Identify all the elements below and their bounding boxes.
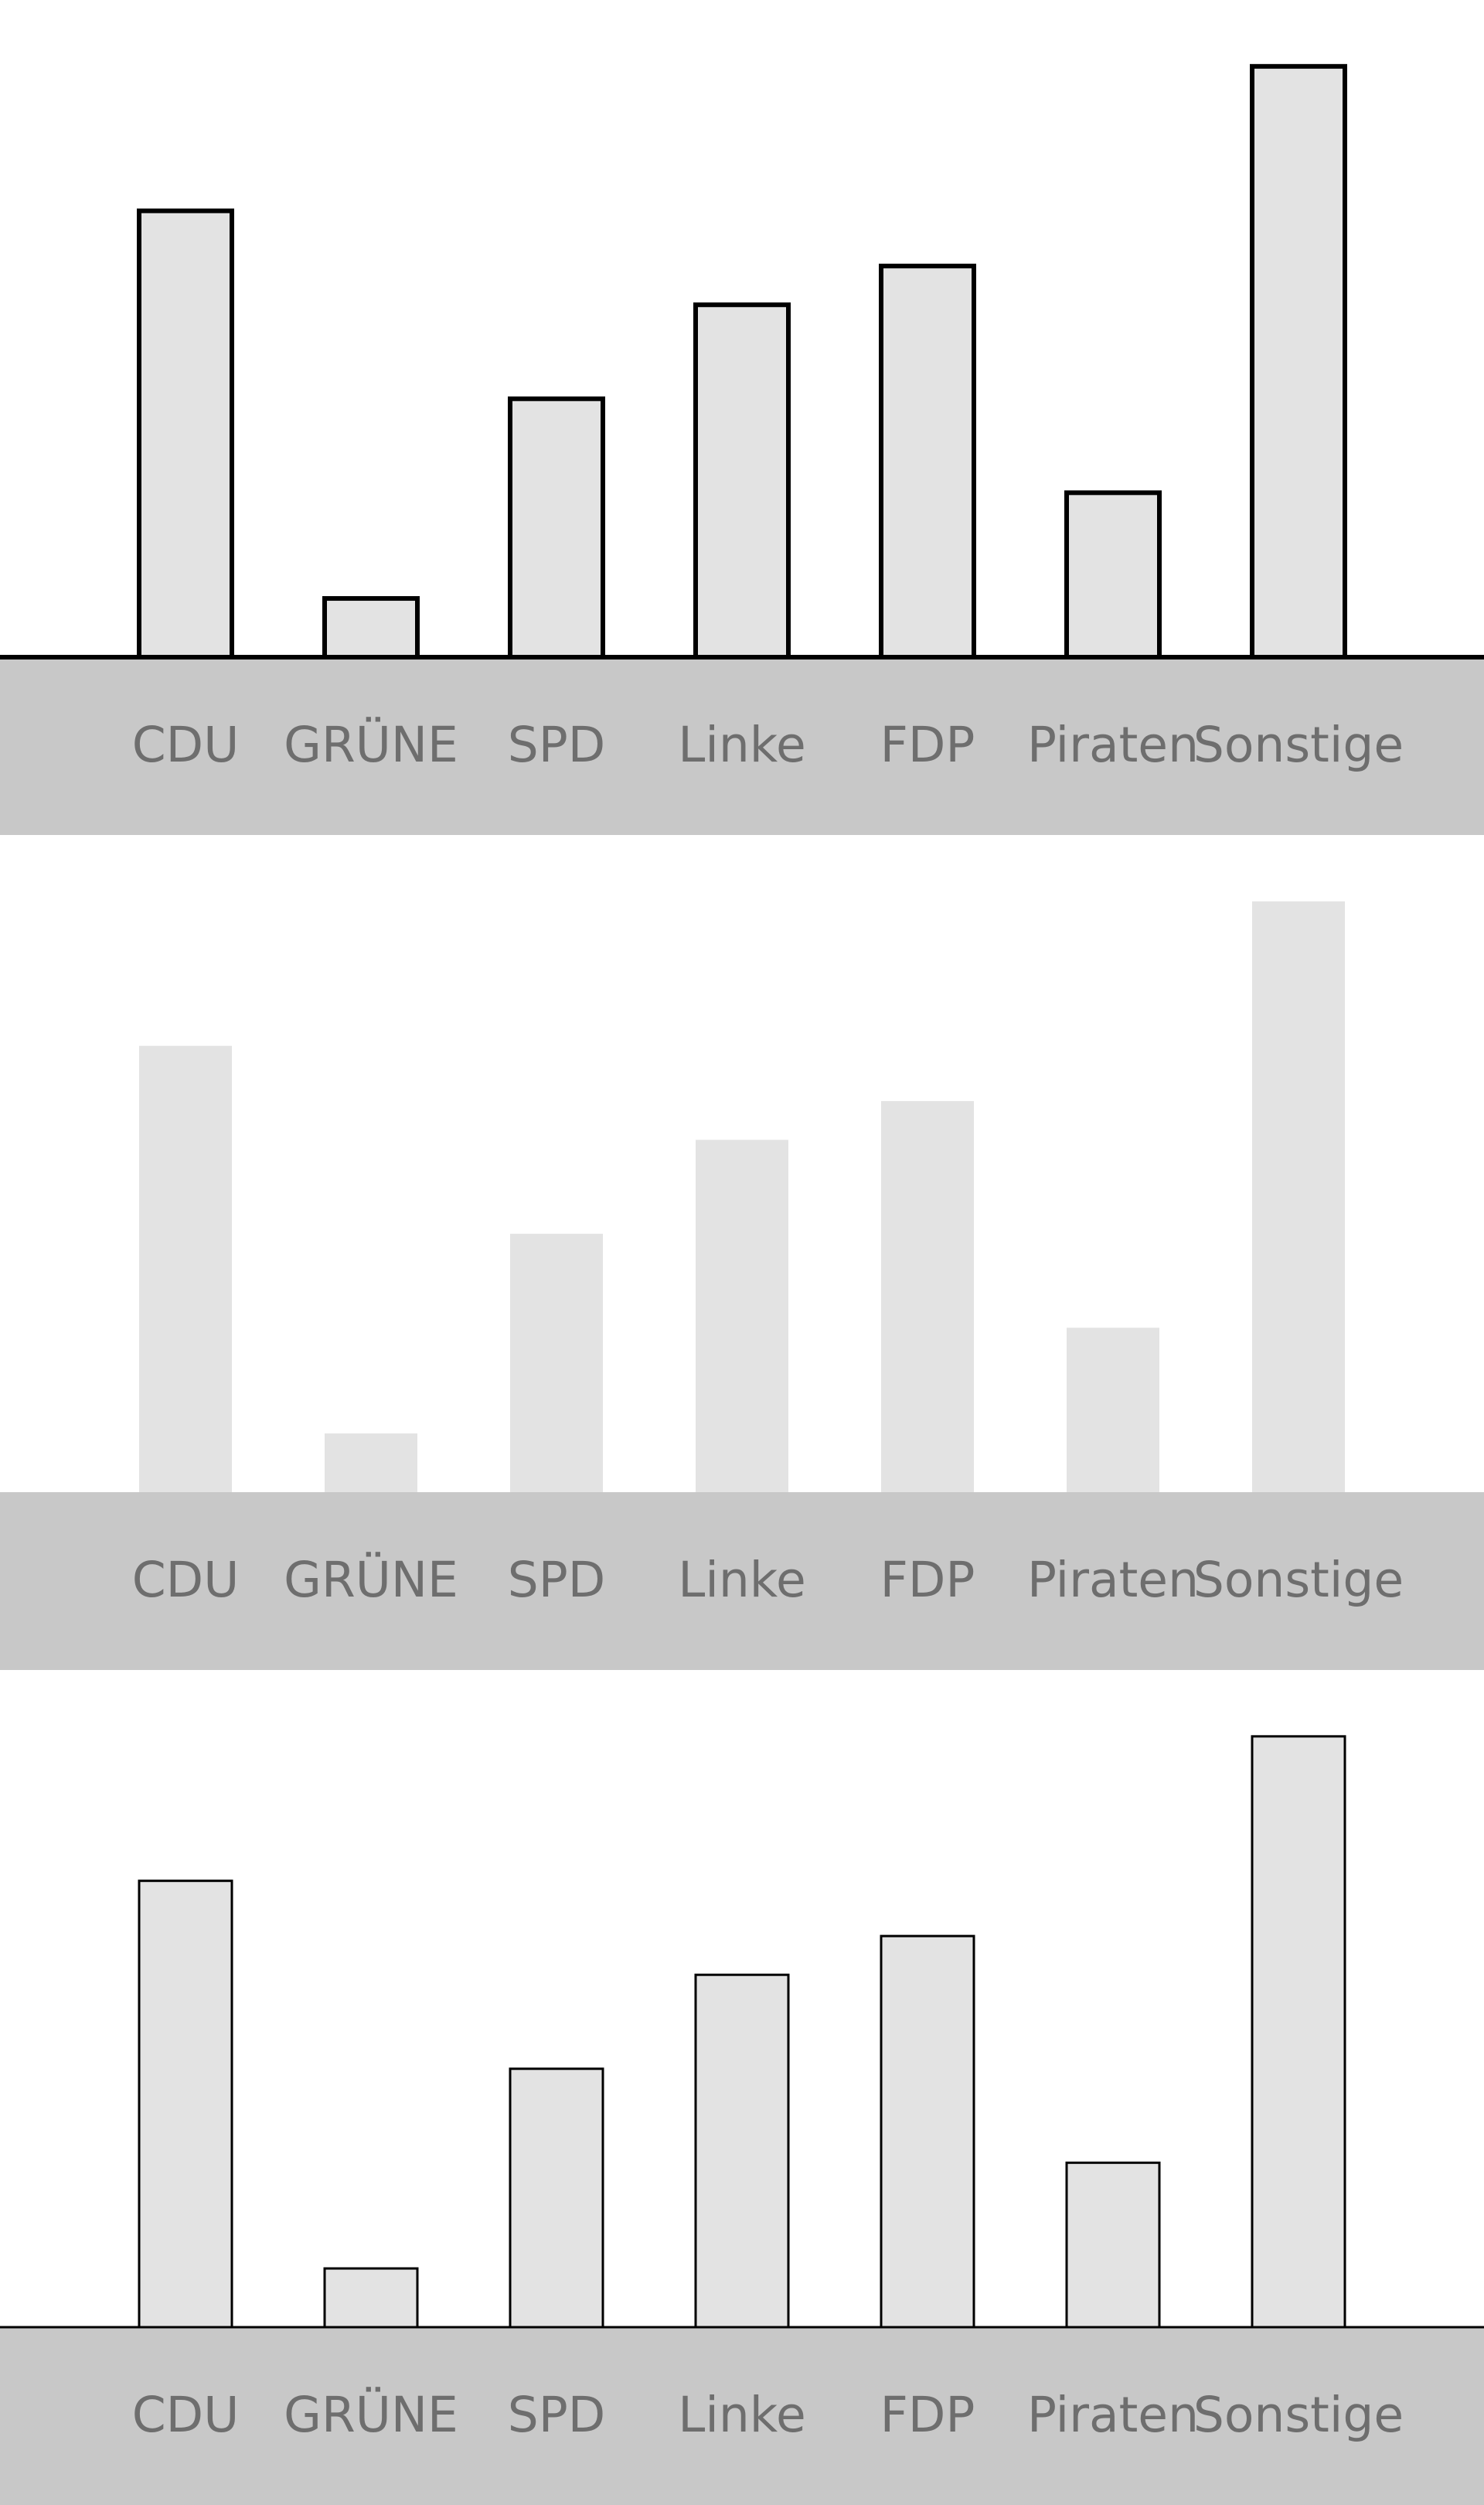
category-label-linke: Linke (678, 2387, 806, 2443)
bar-cdu (138, 1880, 233, 2329)
bar-sonstige (1251, 1735, 1346, 2329)
bar-fdp (879, 264, 976, 659)
axis-label-band (0, 2327, 1484, 2505)
axis-label-band (0, 657, 1484, 835)
chart-panel-no-outline: CDU GRÜNE SPD Linke FDP Piraten Sonstige (0, 835, 1484, 1670)
bar-piraten (1064, 490, 1162, 659)
category-label-cdu: CDU (132, 1552, 240, 1608)
bar-linke (694, 1973, 790, 2329)
category-label-piraten: Piraten (1027, 2387, 1199, 2443)
bar-linke (693, 302, 791, 659)
category-label-linke: Linke (678, 1552, 806, 1608)
category-label-grüne: GRÜNE (284, 2387, 458, 2443)
bar-grüne (323, 2267, 419, 2329)
bar-spd (510, 1233, 603, 1492)
category-label-fdp: FDP (880, 2387, 975, 2443)
bar-grüne (325, 1433, 417, 1492)
bar-sonstige (1252, 901, 1345, 1492)
category-label-cdu: CDU (132, 717, 240, 773)
bar-piraten (1067, 1327, 1159, 1492)
bar-piraten (1065, 2161, 1161, 2329)
bar-spd (509, 2067, 604, 2329)
category-label-sonstige: Sonstige (1193, 2387, 1404, 2443)
category-label-piraten: Piraten (1027, 717, 1199, 773)
chart-panel-thick-outline: CDU GRÜNE SPD Linke FDP Piraten Sonstige (0, 0, 1484, 835)
bar-fdp (880, 1934, 975, 2329)
bar-grüne (322, 596, 420, 659)
category-label-piraten: Piraten (1027, 1552, 1199, 1608)
category-label-spd: SPD (508, 717, 606, 773)
bar-sonstige (1250, 63, 1347, 660)
bar-fdp (881, 1101, 974, 1492)
bar-cdu (137, 208, 234, 659)
category-label-grüne: GRÜNE (284, 1552, 458, 1608)
category-label-grüne: GRÜNE (284, 717, 458, 773)
category-label-fdp: FDP (880, 717, 975, 773)
chart-panel-thin-outline: CDU GRÜNE SPD Linke FDP Piraten Sonstige (0, 1670, 1484, 2505)
category-label-spd: SPD (508, 2387, 606, 2443)
category-label-cdu: CDU (132, 2387, 240, 2443)
bar-spd (508, 396, 605, 659)
category-label-sonstige: Sonstige (1193, 1552, 1404, 1608)
category-label-sonstige: Sonstige (1193, 717, 1404, 773)
axis-label-band (0, 1492, 1484, 1670)
category-label-fdp: FDP (880, 1552, 975, 1608)
category-label-linke: Linke (678, 717, 806, 773)
bar-cdu (139, 1045, 232, 1492)
category-label-spd: SPD (508, 1552, 606, 1608)
bar-linke (696, 1140, 788, 1492)
